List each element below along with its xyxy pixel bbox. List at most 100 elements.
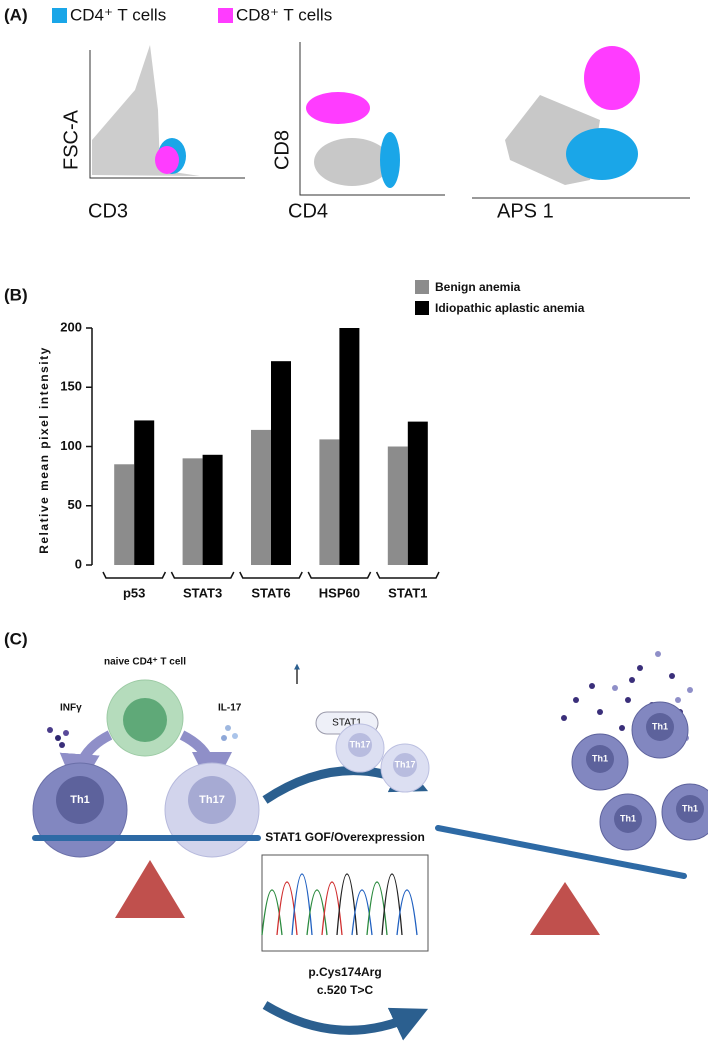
bar — [319, 439, 340, 565]
cytokine-dot — [625, 697, 631, 703]
cell-label: Th17 — [394, 759, 415, 769]
mutation-label: c.520 T>C — [317, 983, 374, 997]
cytokine-dot — [561, 715, 567, 721]
peak — [291, 873, 313, 936]
cloud — [584, 46, 640, 110]
cell-label: naive CD4⁺ T cell — [104, 657, 186, 668]
gof-label: STAT1 GOF/Overexpression — [265, 830, 425, 844]
panel-label: (C) — [4, 629, 28, 648]
legend-label: Idiopathic aplastic anemia — [435, 301, 585, 315]
cytokine-dot — [597, 709, 603, 715]
legend-label: CD8⁺ T cells — [236, 5, 332, 24]
y-tick-label: 100 — [60, 438, 82, 453]
cell-label: Th1 — [620, 813, 636, 823]
cell-label: Th1 — [70, 794, 90, 806]
stat1-label: STAT1 — [332, 718, 362, 729]
x-tick-label: HSP60 — [319, 585, 360, 600]
peak — [261, 889, 283, 936]
fulcrum — [115, 860, 185, 918]
cytokine-dot — [573, 697, 579, 703]
cytokine-dot — [619, 725, 625, 731]
cytokine-label: IL-17 — [218, 703, 242, 714]
fulcrum — [530, 882, 600, 935]
cytokine-dot — [589, 683, 595, 689]
bar — [407, 421, 428, 565]
bar — [114, 464, 135, 565]
legend-swatch — [52, 8, 67, 23]
legend-swatch — [415, 301, 429, 315]
category-bracket — [375, 571, 440, 579]
peak — [276, 881, 298, 936]
legend-label: Benign anemia — [435, 280, 521, 294]
y-tick-label: 50 — [68, 497, 82, 512]
peak — [306, 889, 328, 936]
y-axis-label: Relative mean pixel intensity — [37, 346, 51, 554]
axis — [89, 50, 245, 179]
cytokine-dot — [629, 677, 635, 683]
axis-label: CD8 — [271, 130, 293, 170]
cell-nucleus — [586, 745, 614, 773]
axis-label: CD4 — [288, 200, 328, 222]
cloud — [92, 45, 200, 176]
peak — [381, 873, 403, 936]
axis — [299, 42, 445, 196]
cytokine-dot — [655, 651, 661, 657]
panel-label: (B) — [4, 285, 28, 304]
panel-label: (A) — [4, 5, 28, 24]
cytokine-dot — [675, 697, 681, 703]
peak — [351, 889, 373, 936]
axis-label: FSC-A — [60, 109, 82, 170]
cytokine-dot — [612, 685, 618, 691]
peak — [321, 881, 343, 936]
bar — [202, 454, 223, 565]
mutation-label: p.Cys174Arg — [308, 965, 381, 979]
legend-label: CD4⁺ T cells — [70, 5, 166, 24]
y-tick-label: 0 — [75, 556, 82, 571]
peak — [336, 873, 358, 936]
legend-swatch — [415, 280, 429, 294]
axis-label: CD3 — [88, 200, 128, 222]
cytokine-dot — [669, 673, 675, 679]
balance-beam — [435, 825, 687, 879]
bar — [271, 361, 291, 565]
bar — [134, 420, 155, 565]
arrow — [262, 1001, 429, 1041]
cell-label: Th17 — [349, 739, 370, 749]
chromatogram — [261, 854, 429, 952]
bar — [251, 429, 271, 565]
cell-nucleus — [646, 713, 674, 741]
category-bracket — [239, 571, 303, 579]
category-bracket — [102, 571, 167, 579]
cloud — [155, 146, 179, 174]
category-bracket — [307, 571, 372, 579]
cloud — [314, 138, 390, 186]
cell-nucleus — [123, 698, 167, 742]
category-bracket — [170, 571, 235, 579]
cytokine-dot — [637, 665, 643, 671]
axis-label: APS 1 — [497, 200, 554, 222]
bar — [182, 458, 203, 565]
cytokine-label: INFγ — [60, 703, 82, 714]
cell-label: Th1 — [652, 721, 668, 731]
x-tick-label: STAT6 — [251, 585, 290, 600]
panel-a: (A) CD4⁺ T cells CD8⁺ T cells FSC-A CD3 … — [4, 5, 690, 222]
bar — [339, 328, 360, 565]
panel-b: (B) Relative mean pixel intensity 0 50 100… — [4, 280, 585, 600]
panel-c: (C) naive CD4⁺ T cell INFγ IL-17 Th1 Th1… — [4, 629, 708, 1041]
bar — [387, 446, 408, 565]
cell-label: Th17 — [199, 794, 225, 806]
x-tick-label: STAT1 — [388, 585, 427, 600]
peak — [366, 881, 388, 936]
x-tick-label: STAT3 — [183, 585, 222, 600]
cell-nucleus — [676, 795, 704, 823]
x-tick-label: p53 — [123, 585, 145, 600]
y-tick-label: 150 — [60, 379, 82, 394]
legend-swatch — [218, 8, 233, 23]
cell-label: Th1 — [682, 803, 698, 813]
peak — [396, 889, 418, 936]
y-tick-label: 200 — [60, 319, 82, 334]
cell-nucleus — [614, 805, 642, 833]
cloud — [566, 128, 638, 180]
cell-label: Th1 — [592, 753, 608, 763]
